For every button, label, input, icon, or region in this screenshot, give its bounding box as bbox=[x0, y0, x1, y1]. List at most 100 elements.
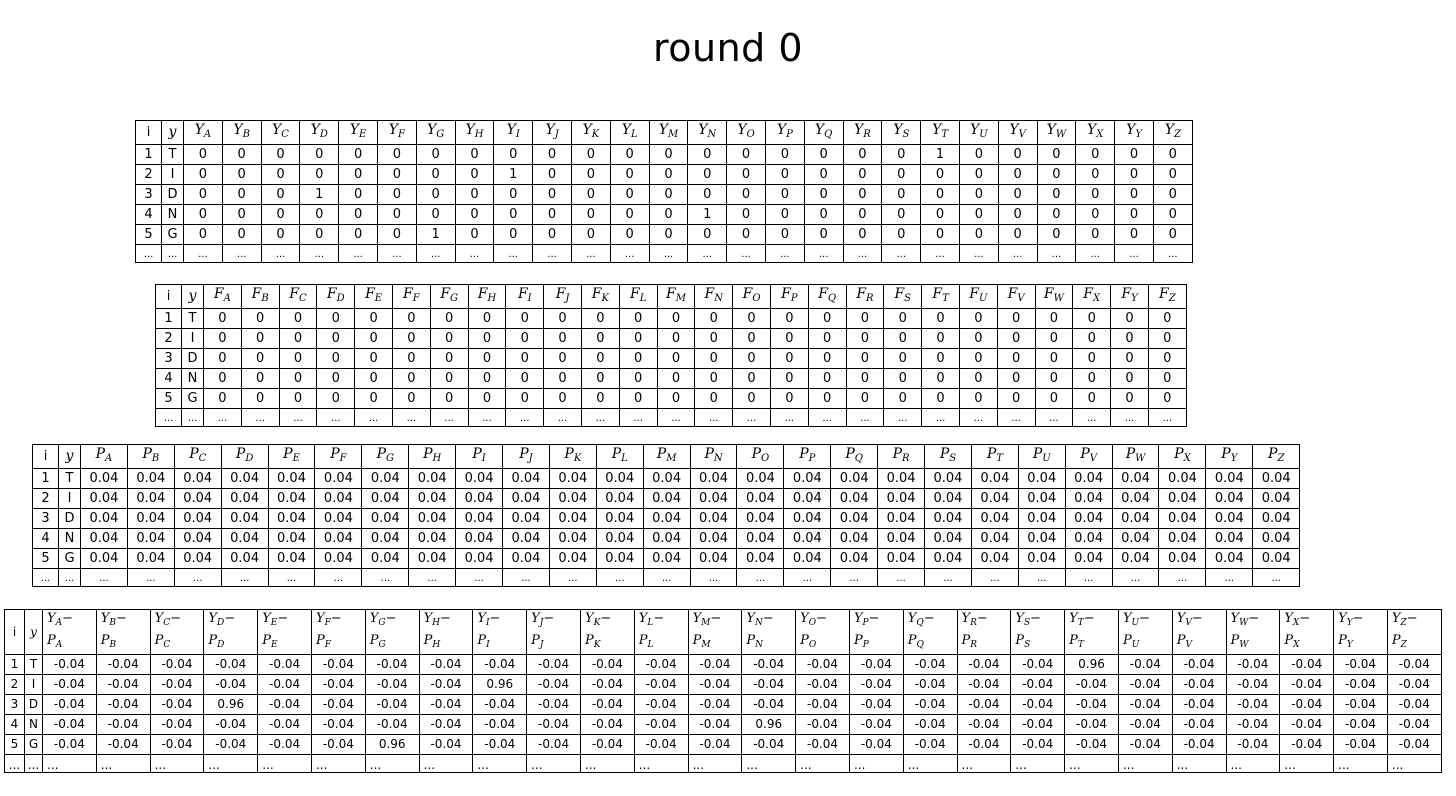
cell-value: -0.04 bbox=[1171, 734, 1227, 755]
cell-value: 0.04 bbox=[1111, 548, 1160, 569]
header-row: i y YA− PA YB− PB YC− PC YD− PD YE− PE YF− PF YG− PG YH−… bbox=[4, 609, 1442, 655]
cell-value: 0.04 bbox=[1205, 488, 1254, 509]
cell-value: -0.04 bbox=[633, 694, 689, 715]
cell-value: 0 bbox=[769, 368, 809, 389]
cell-value: 0 bbox=[299, 224, 340, 245]
cell-value: 0 bbox=[842, 204, 883, 225]
cell-value: 0.04 bbox=[408, 508, 457, 529]
cell-i: 4 bbox=[32, 528, 59, 549]
ellipsis-cell: ... bbox=[1386, 754, 1442, 773]
ellipsis-cell: ... bbox=[1114, 244, 1154, 263]
cell-value: 0 bbox=[354, 328, 393, 349]
header-Y-y: YY bbox=[1114, 120, 1154, 145]
cell-value: 0 bbox=[1147, 368, 1187, 389]
cell-value: 0 bbox=[842, 224, 883, 245]
cell-value: 0 bbox=[278, 388, 318, 409]
cell-i: 3 bbox=[155, 348, 182, 369]
cell-value: 0 bbox=[618, 348, 658, 369]
ellipsis-cell: ... bbox=[1064, 568, 1113, 587]
header-P-u: PU bbox=[1017, 444, 1066, 469]
cell-value: 0.04 bbox=[595, 528, 644, 549]
cell-value: -0.04 bbox=[902, 654, 958, 675]
cell-value: -0.04 bbox=[1333, 654, 1388, 675]
cell-value: 0 bbox=[694, 328, 734, 349]
cell-value: 0 bbox=[648, 224, 689, 245]
cell-value: -0.04 bbox=[902, 674, 958, 695]
header-F-t: FT bbox=[921, 284, 960, 309]
cell-value: 0.04 bbox=[924, 488, 972, 509]
cell-value: 0 bbox=[920, 204, 960, 225]
cell-value: 0 bbox=[1072, 308, 1112, 329]
cell-i: 5 bbox=[155, 388, 182, 409]
cell-value: 0.04 bbox=[830, 528, 879, 549]
ellipsis-cell: ... bbox=[455, 568, 504, 587]
cell-value: -0.04 bbox=[1386, 674, 1442, 695]
cell-value: 0 bbox=[532, 224, 572, 245]
cell-value: -0.04 bbox=[956, 674, 1012, 695]
cell-value: 0 bbox=[316, 308, 356, 329]
table-row: 4 N 0.04 0.04 0.04 0.04 0.04 0.04 0.04 0.04 0.04 0.… bbox=[32, 528, 1301, 549]
ellipsis-cell: ... bbox=[902, 754, 958, 773]
cell-value: 0 bbox=[1075, 224, 1116, 245]
cell-value: 0 bbox=[543, 308, 582, 329]
cell-value: 0 bbox=[618, 368, 658, 389]
table-row: 4 N -0.04 -0.04 -0.04 -0.04 -0.04 -0.04 -0.04 -0.… bbox=[4, 714, 1442, 735]
cell-value: 0 bbox=[1072, 368, 1112, 389]
cell-value: 0.04 bbox=[502, 468, 550, 489]
ellipsis-cell: ... bbox=[429, 408, 469, 427]
cell-value: 0 bbox=[648, 184, 689, 205]
cell-value: 0.96 bbox=[741, 714, 797, 735]
table-row: 5 G 0.04 0.04 0.04 0.04 0.04 0.04 0.04 0.04 0.04 0.… bbox=[32, 548, 1301, 569]
cell-value: 0 bbox=[454, 144, 495, 165]
header-Y-f: YF bbox=[376, 120, 417, 145]
cell-i: 3 bbox=[4, 694, 25, 715]
cell-value: 0 bbox=[429, 368, 469, 389]
header-D-a: YA− PA bbox=[42, 609, 97, 655]
cell-value: 0.04 bbox=[689, 488, 738, 509]
cell-value: 0 bbox=[532, 164, 572, 185]
cell-value: 0.04 bbox=[314, 488, 363, 509]
cell-value: 0 bbox=[183, 204, 223, 225]
cell-value: -0.04 bbox=[95, 694, 151, 715]
ellipsis-cell: ... bbox=[1158, 568, 1207, 587]
ellipsis-cell: ... bbox=[803, 244, 844, 263]
ellipsis-cell: ... bbox=[415, 244, 456, 263]
cell-value: -0.04 bbox=[472, 714, 528, 735]
cell-value: 0 bbox=[726, 224, 766, 245]
cell-value: 0 bbox=[726, 204, 766, 225]
cell-value: -0.04 bbox=[310, 734, 366, 755]
header-D-o: YO− PO bbox=[795, 609, 850, 655]
cell-value: 0 bbox=[997, 204, 1038, 225]
cell-value: 0.04 bbox=[1017, 548, 1066, 569]
ellipsis-cell: ... bbox=[391, 408, 431, 427]
cell-value: 0 bbox=[240, 308, 280, 329]
ellipsis-cell: ... bbox=[203, 408, 242, 427]
ellipsis-cell: ... bbox=[173, 568, 222, 587]
ellipsis-cell: ... bbox=[526, 754, 581, 773]
cell-value: -0.04 bbox=[633, 674, 689, 695]
cell-value: 0 bbox=[1114, 184, 1154, 205]
header-F-y: FY bbox=[1110, 284, 1149, 309]
cell-value: 0 bbox=[467, 368, 507, 389]
cell-value: 0.04 bbox=[126, 488, 175, 509]
cell-value: -0.04 bbox=[1171, 714, 1227, 735]
cell-value: 0 bbox=[221, 224, 262, 245]
cell-value: 0.04 bbox=[830, 548, 879, 569]
cell-value: -0.04 bbox=[579, 734, 635, 755]
cell-value: 0.04 bbox=[267, 468, 316, 489]
cell-value: 0 bbox=[580, 348, 620, 369]
cell-value: 0.04 bbox=[1158, 508, 1207, 529]
cell-value: 0 bbox=[807, 368, 847, 389]
ellipsis-cell: ... bbox=[299, 244, 340, 263]
cell-value: 0 bbox=[618, 388, 658, 409]
cell-value: 0.04 bbox=[502, 508, 550, 529]
ellipsis-cell: ... bbox=[278, 408, 318, 427]
cell-value: 0.04 bbox=[502, 528, 550, 549]
ellipsis-cell: ... bbox=[694, 408, 734, 427]
cell-value: 0 bbox=[467, 328, 507, 349]
header-D-h: YH− PH bbox=[418, 609, 474, 655]
